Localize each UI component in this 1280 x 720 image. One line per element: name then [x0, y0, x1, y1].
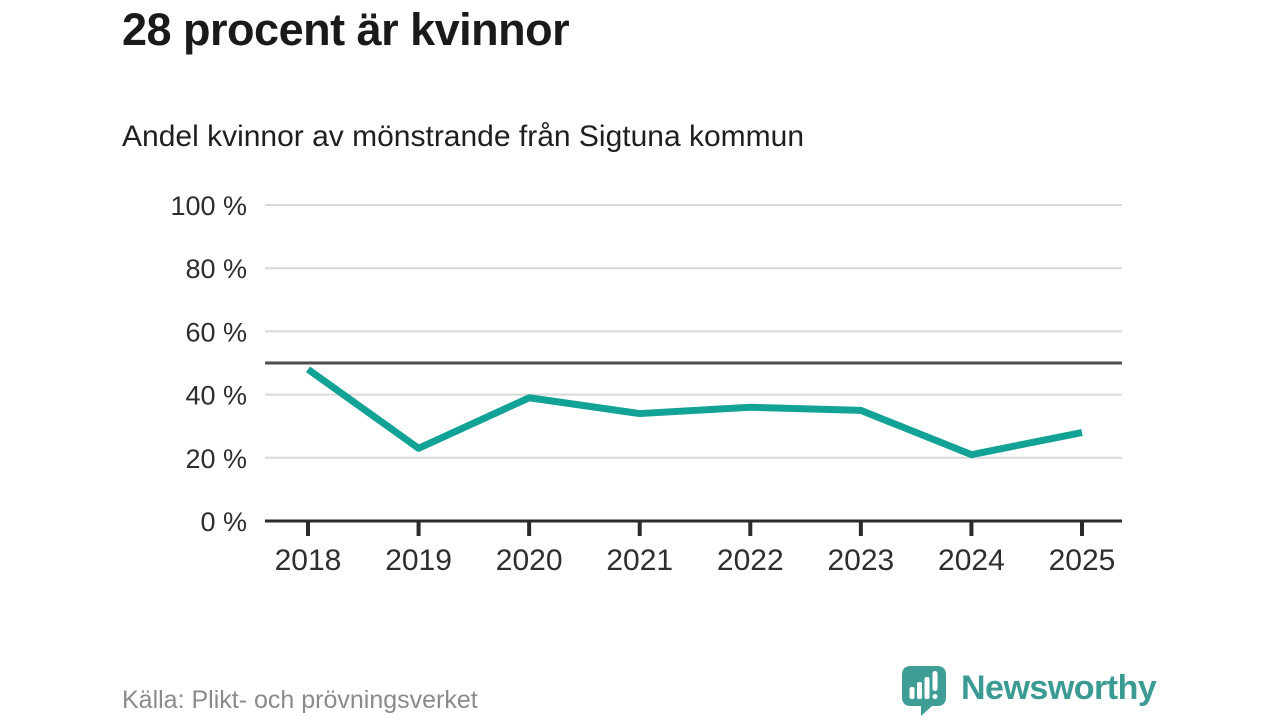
newsworthy-wordmark: Newsworthy	[961, 668, 1157, 707]
x-tick-label: 2018	[275, 544, 342, 577]
x-tick-label: 2020	[496, 544, 563, 577]
y-tick-label: 60 %	[185, 317, 247, 347]
newsworthy-bubble-chart-icon	[902, 666, 946, 716]
x-tick-label: 2021	[606, 544, 673, 577]
chart-subtitle: Andel kvinnor av mönstrande från Sigtuna…	[122, 120, 805, 153]
newsworthy-logo: Newsworthy	[902, 664, 1157, 718]
x-tick-label: 2024	[938, 544, 1005, 577]
source-caption: Källa: Plikt- och prövningsverket	[122, 686, 478, 714]
x-tick-label: 2019	[385, 544, 452, 577]
x-tick-label: 2023	[827, 544, 894, 577]
page-title: 28 procent är kvinnor	[122, 4, 570, 55]
x-tick-label: 2022	[717, 544, 784, 577]
x-tick-label: 2025	[1049, 544, 1116, 577]
y-tick-label: 20 %	[185, 444, 247, 474]
data-line-andel-kvinnor	[305, 366, 1083, 459]
y-tick-label: 0 %	[200, 507, 247, 537]
y-tick-label: 40 %	[185, 381, 247, 411]
y-tick-label: 100 %	[170, 191, 247, 221]
y-tick-label: 80 %	[185, 254, 247, 284]
